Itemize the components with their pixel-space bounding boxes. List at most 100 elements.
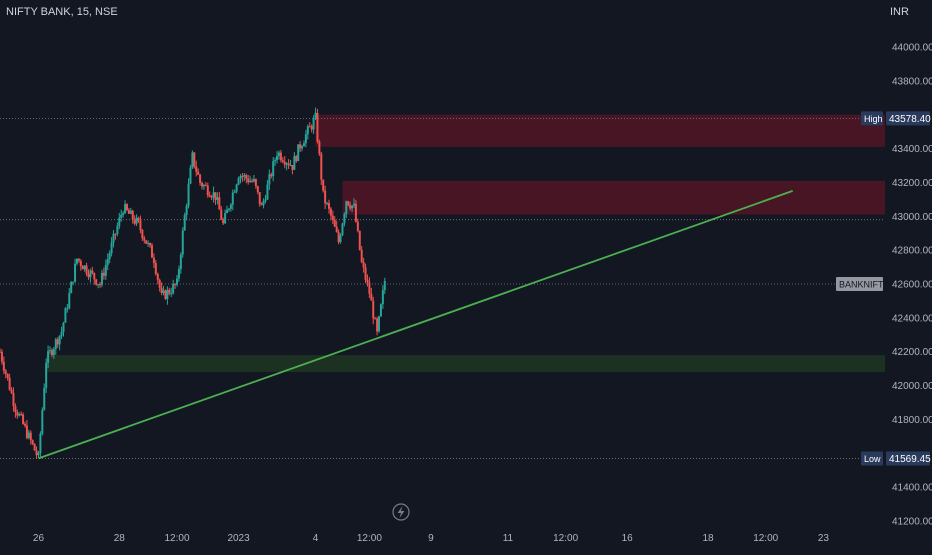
x-tick-label: 9 (428, 533, 434, 544)
candle-body (58, 335, 61, 345)
candle-body (183, 214, 186, 231)
candle-body (227, 208, 230, 210)
candle-body (168, 289, 171, 294)
x-tick-label: 4 (313, 533, 319, 544)
candle-body (329, 208, 332, 216)
candle-body (229, 204, 232, 209)
candle-body (72, 281, 75, 283)
x-tick-label: 12:00 (164, 533, 189, 544)
candle-body (191, 152, 194, 168)
candle-body (254, 179, 257, 187)
candle-body (129, 210, 132, 214)
candle-body (226, 209, 229, 214)
candle-body (187, 183, 190, 206)
candle-body (277, 152, 280, 156)
candle-body (304, 134, 307, 144)
candle-body (133, 219, 136, 224)
candle-body (0, 351, 3, 362)
candle-body (160, 287, 163, 293)
candle-body (60, 331, 63, 336)
candle-body (312, 118, 315, 130)
candle-body (162, 290, 165, 293)
candle-body (172, 283, 175, 294)
candle-body (235, 184, 238, 192)
candle-body (233, 191, 236, 193)
candle-body (195, 166, 198, 172)
candle-body (349, 205, 352, 209)
lightning-bolt-glyph (397, 506, 405, 518)
candle-body (241, 176, 244, 178)
trendline[interactable] (38, 190, 793, 460)
candle-body (318, 141, 321, 154)
candle-body (270, 174, 273, 177)
level-label: Low (864, 454, 881, 464)
candle-body (335, 226, 338, 232)
candle-body (291, 165, 294, 170)
candle-body (322, 179, 325, 191)
x-tick-label: 26 (33, 533, 45, 544)
candle-body (193, 152, 196, 167)
candle-body (210, 196, 213, 198)
candle-body (27, 432, 30, 438)
candle-body (264, 199, 267, 201)
candle-body (383, 280, 386, 291)
candle-body (252, 179, 255, 182)
candle-body (256, 186, 259, 193)
candle-body (358, 230, 361, 250)
candle-body (243, 175, 246, 177)
candle-body (378, 316, 381, 332)
candle-body (170, 293, 173, 295)
candle-body (316, 112, 319, 142)
candle-body (0, 351, 1, 353)
candle-body (91, 270, 94, 273)
candle-body (135, 217, 138, 224)
candle-body (43, 387, 46, 410)
y-tick-label: 43200.00 (892, 178, 932, 189)
candle-body (197, 171, 200, 175)
candle-body (274, 159, 277, 162)
candle-body (87, 273, 90, 278)
candle-body (306, 126, 309, 135)
lightning-bolt-icon[interactable] (392, 503, 410, 521)
supply-zone-upper[interactable] (315, 114, 885, 147)
candle-body (214, 192, 217, 200)
candle-body (283, 161, 286, 165)
level-label-tag (861, 111, 883, 126)
candle-body (37, 452, 40, 456)
candle-body (74, 263, 77, 282)
demand-zone[interactable] (46, 355, 886, 373)
candle-body (185, 205, 188, 215)
candle-body (360, 249, 363, 263)
candle-body (20, 414, 23, 416)
candle-body (97, 284, 100, 286)
candle-body (104, 264, 107, 276)
candle-body (100, 272, 103, 285)
candle-body (150, 245, 153, 258)
candle-body (308, 126, 311, 128)
candle-body (145, 240, 148, 244)
candle-body (320, 153, 323, 180)
candle-body (29, 432, 32, 441)
candle-body (118, 217, 121, 227)
candle-body (54, 339, 57, 350)
candle-body (164, 290, 167, 300)
candle-body (331, 215, 334, 220)
supply-zone-lower[interactable] (342, 180, 885, 215)
candle-body (6, 373, 9, 378)
candle-body (147, 243, 150, 245)
candle-body (174, 283, 177, 285)
candle-body (31, 440, 34, 444)
candle-body (189, 167, 192, 184)
candle-body (131, 210, 134, 220)
candle-body (158, 279, 161, 288)
candle-body (247, 178, 250, 183)
candle-body (343, 213, 346, 224)
candle-body (368, 282, 371, 294)
candle-body (362, 262, 365, 268)
level-label: High (864, 114, 883, 124)
candle-body (251, 180, 254, 182)
candle-body (39, 433, 42, 453)
candle-body (8, 377, 11, 390)
